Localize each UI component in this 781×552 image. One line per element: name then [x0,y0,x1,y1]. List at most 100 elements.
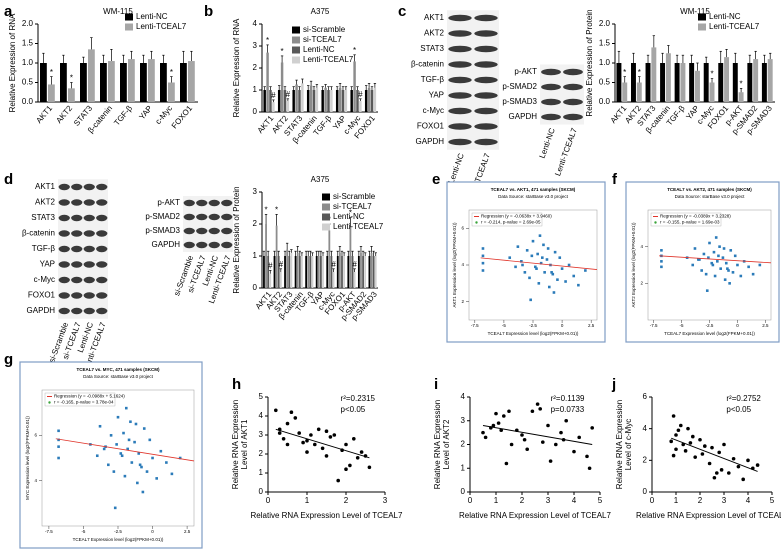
point [115,443,118,446]
bar [364,256,367,288]
point [309,433,313,437]
point [564,418,568,423]
point [577,283,580,287]
blot-band [71,245,83,253]
blot-band [58,245,70,253]
blot-row-label: p-SMAD3 [145,226,180,235]
blot-band [96,183,108,191]
annotation: p<0.05 [726,405,751,414]
point [538,407,542,411]
y-tick-label: 2 [643,455,648,464]
point [141,490,145,494]
point [707,256,710,259]
point [731,271,735,274]
bar [349,227,352,288]
point [548,459,553,463]
bar [362,256,364,288]
y-tick-label: 4 [461,262,464,267]
blot-band [448,123,472,130]
blot-band [474,30,498,37]
point [481,261,485,265]
point [577,435,581,440]
bar [263,256,265,288]
point [705,289,709,292]
x-tick-label: 2 [344,496,349,505]
blot-band [71,261,83,268]
point [721,256,725,259]
blot-band [563,83,583,91]
blot-band [83,276,95,284]
bar [341,90,345,112]
y-tick-label: 4 [34,478,37,483]
bar [298,90,301,112]
legend-box [650,212,722,227]
point [57,429,60,433]
point [528,276,531,280]
bar [680,63,686,102]
blot-band [448,30,472,37]
bar [148,59,155,102]
y-tick-label: 1.5 [599,39,611,48]
point [722,442,726,447]
panel-letter: f [612,171,618,188]
blot-band [474,76,498,84]
chart-title: WM-115 [103,7,133,16]
x-tick-label: -2.5 [529,323,537,328]
blot-band [541,98,561,106]
bar [301,256,303,288]
point [530,254,534,258]
point [546,423,550,428]
bar [305,256,308,288]
blot-band [83,261,95,268]
panel-letter: j [611,376,616,393]
point [494,411,498,416]
chart-title: A375 [311,7,330,16]
x-tick-label: 1 [305,496,310,505]
point [542,243,545,247]
blot-band [474,138,498,146]
blot-band [474,61,498,68]
point [148,438,152,442]
point [534,265,537,269]
bar [168,82,175,102]
x-tick-label: 4 [572,496,577,505]
point [281,437,286,441]
x-tick-label: -7.5 [650,323,658,328]
x-tick-label: YAP [137,104,154,122]
x-tick-label: -2.5 [706,323,714,328]
x-tick-label: 0 [266,496,271,505]
point [504,461,509,466]
bar [732,63,738,102]
chart-title: TCEAL7 vs. AKT1, 471 samples (SKCM) [491,187,576,192]
x-tick-label: 0 [561,323,564,328]
point [719,468,724,472]
y-tick-label: 0.5 [22,78,34,87]
bar [120,63,127,102]
bar [108,61,115,102]
bar [328,230,331,288]
blot-band [448,107,472,115]
bar [288,256,291,288]
blot-row-label: YAP [429,91,444,100]
point [708,241,711,245]
point [109,434,113,437]
point [728,282,731,285]
bar [330,256,333,288]
point [481,430,485,435]
blot-band [58,292,70,299]
bar [298,256,301,288]
blot-band [71,307,83,315]
y-tick-label: 1 [253,85,258,94]
x-tick-label: -5 [502,323,506,328]
point [293,416,298,420]
blot-band [563,68,583,76]
annotation: p<0.05 [341,405,366,414]
bar [353,61,356,112]
bar [160,63,167,102]
blot-band [58,183,70,191]
bar [351,256,354,288]
panel-letter: b [204,3,213,20]
bar [356,90,359,112]
bar [286,249,289,288]
point [733,254,737,258]
